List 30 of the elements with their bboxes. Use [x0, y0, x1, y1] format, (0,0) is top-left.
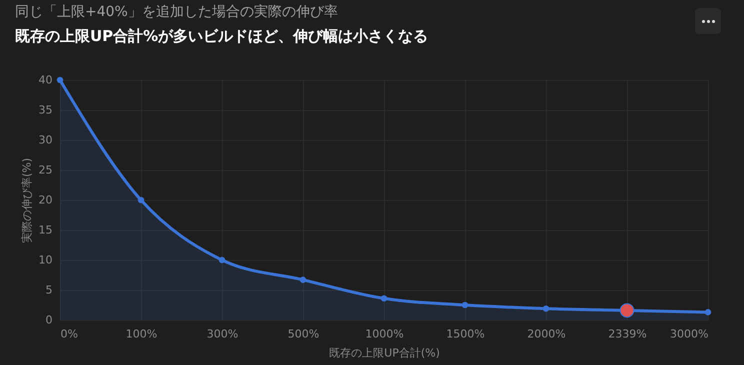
point	[138, 196, 144, 204]
x-tick-label: 1500%	[446, 328, 485, 340]
y-axis-title: 実際の伸び率(%)	[20, 158, 34, 244]
x-tick-label: 1000%	[365, 328, 404, 340]
point	[462, 302, 468, 308]
x-tick-label: 0%	[60, 328, 78, 340]
x-tick-label: 2000%	[527, 328, 566, 340]
y-tick-label: 15	[38, 224, 52, 236]
point	[218, 256, 226, 264]
x-tick-label: 500%	[288, 328, 320, 340]
y-tick-label: 40	[38, 74, 52, 86]
y-tick-label: 20	[38, 194, 52, 206]
point	[704, 309, 712, 316]
point	[542, 305, 550, 312]
chart-subtitle: 既存の上限UP合計%が多いビルドほど、伸び幅は小さくなる	[15, 27, 428, 45]
y-tick-label: 35	[38, 104, 52, 116]
chart-title: 同じ「上限+40%」を追加した場合の実際の伸び率	[15, 4, 338, 20]
x-tick-label: 2339%	[608, 328, 647, 340]
x-tick-label: 100%	[126, 328, 158, 340]
point	[56, 76, 64, 84]
y-tick-label: 10	[38, 254, 52, 266]
y-tick-label: 0	[46, 314, 52, 326]
point	[300, 276, 306, 283]
y-tick-label: 30	[38, 134, 52, 146]
point	[380, 295, 388, 302]
y-tick-label: 5	[46, 284, 52, 296]
x-tick-label: 300%	[206, 328, 238, 340]
x-axis-title: 既存の上限UP合計(%)	[329, 346, 440, 360]
y-tick-label: 25	[38, 164, 52, 176]
x-tick-label: 3000%	[670, 328, 708, 340]
